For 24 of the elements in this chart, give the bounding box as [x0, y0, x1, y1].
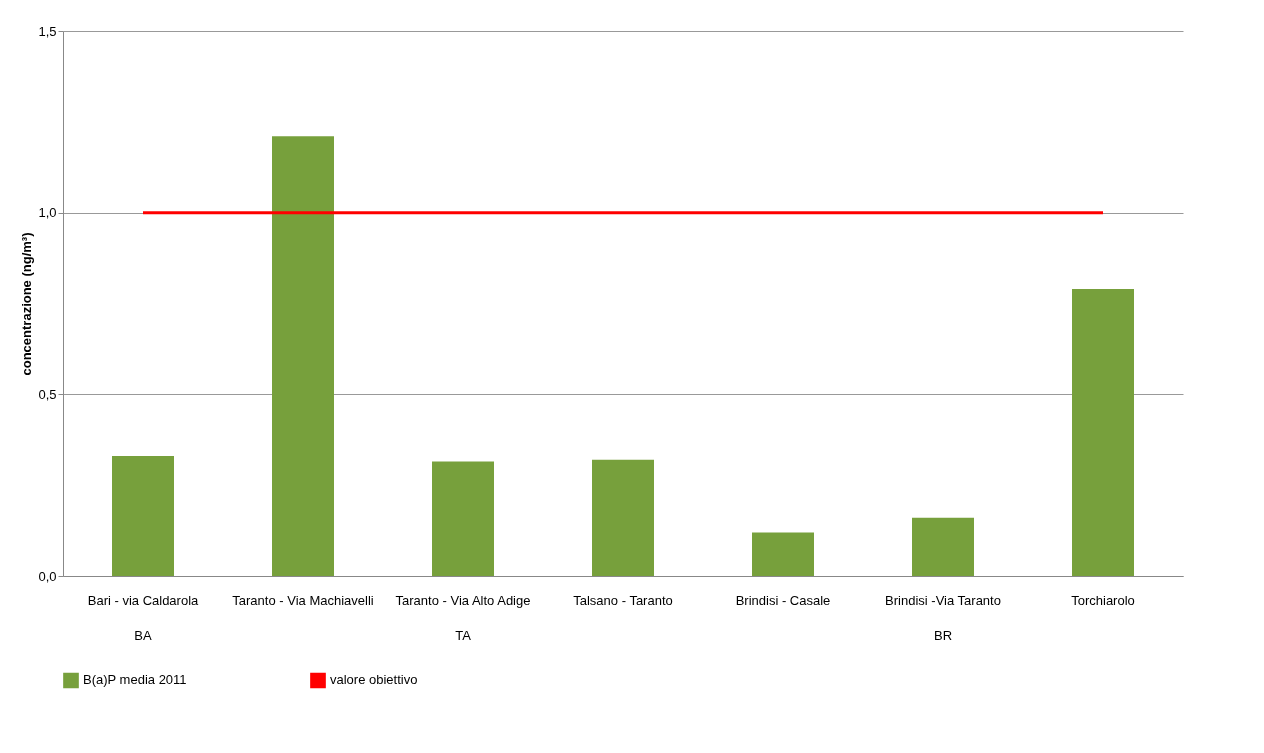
y-axis-title: concentrazione (ng/m³)	[19, 232, 35, 376]
bar	[272, 136, 334, 576]
x-tick-label: Brindisi -Via Taranto	[885, 592, 1001, 608]
y-tick-label: 1,0	[38, 205, 57, 221]
bar	[1072, 288, 1134, 576]
bar	[432, 461, 494, 576]
bar	[112, 456, 174, 576]
x-tick-label: Talsano - Taranto	[573, 592, 673, 608]
y-tick-label: 0,0	[38, 568, 57, 584]
x-tick-label: Torchiarolo	[1071, 592, 1135, 608]
text: BR	[933, 628, 953, 643]
x-tick-label: Taranto - Via Alto Adige	[395, 592, 531, 608]
bar	[752, 532, 814, 576]
text: TA	[455, 628, 472, 643]
legend-label: valore obiettivo	[330, 672, 418, 688]
bar	[592, 459, 654, 576]
y-tick-label: 0,5	[38, 386, 57, 402]
bar	[912, 517, 974, 576]
x-tick-label: Bari - via Caldarola	[87, 592, 200, 608]
legend-label: B(a)P media 2011	[83, 672, 187, 688]
x-tick-label: Brindisi - Casale	[735, 592, 831, 608]
y-tick-label: 1,5	[38, 23, 57, 39]
x-tick-label: Taranto - Via Machiavelli	[232, 592, 374, 608]
text: BA	[134, 628, 152, 643]
